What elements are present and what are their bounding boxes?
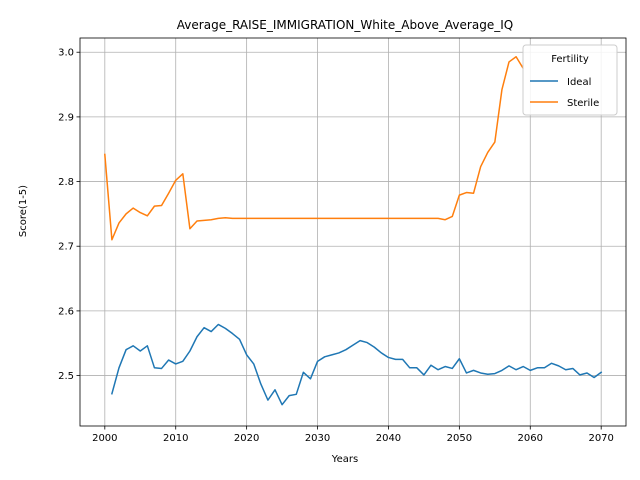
y-tick-label: 3.0	[58, 48, 74, 59]
x-tick-label: 2030	[305, 433, 330, 444]
x-tick-label: 2070	[588, 433, 613, 444]
y-tick-label: 2.9	[58, 112, 74, 123]
y-axis-ticks: 2.5 2.6 2.7 2.8 2.9 3.0	[58, 48, 80, 382]
x-tick-label: 2060	[518, 433, 543, 444]
x-axis-label: Years	[331, 454, 358, 465]
y-tick-label: 2.6	[58, 306, 74, 317]
y-tick-label: 2.8	[58, 177, 74, 188]
legend-box	[522, 44, 618, 116]
x-tick-label: 2010	[163, 433, 188, 444]
legend-label-sterile: Sterile	[567, 98, 599, 109]
series-line-sterile	[104, 56, 525, 241]
legend: Fertility Ideal Sterile	[522, 44, 618, 116]
chart-title: Average_RAISE_IMMIGRATION_White_Above_Av…	[177, 18, 513, 32]
x-tick-label: 2020	[234, 433, 259, 444]
x-tick-label: 2040	[376, 433, 401, 444]
series-line-ideal	[110, 323, 603, 406]
legend-label-ideal: Ideal	[567, 77, 591, 88]
y-tick-label: 2.7	[58, 242, 74, 253]
y-tick-label: 2.5	[58, 371, 74, 382]
x-tick-label: 2000	[92, 433, 117, 444]
plot-area	[104, 56, 603, 406]
y-axis-label: Score(1-5)	[18, 185, 29, 237]
axes-frame	[79, 37, 627, 427]
x-tick-label: 2050	[447, 433, 472, 444]
x-axis-ticks: 2000 2010 2020 2030 2040 2050 2060 2070	[92, 426, 614, 444]
legend-title: Fertility	[551, 54, 589, 65]
